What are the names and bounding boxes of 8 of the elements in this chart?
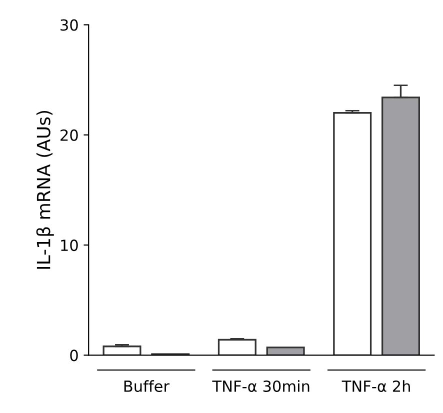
y-tick-label: 20 [60,129,78,141]
x-tick-label: Buffer [124,380,170,392]
y-tick-label: 10 [61,240,78,252]
y-tick-label: 0 [70,350,78,362]
y-tick-label: 30 [60,19,78,31]
x-tick-label: TNF-α 2h [342,380,410,392]
x-tick-label: TNF-α 30min [212,380,310,392]
y-axis-title: IL-1β mRNA (AUs) [36,110,54,269]
